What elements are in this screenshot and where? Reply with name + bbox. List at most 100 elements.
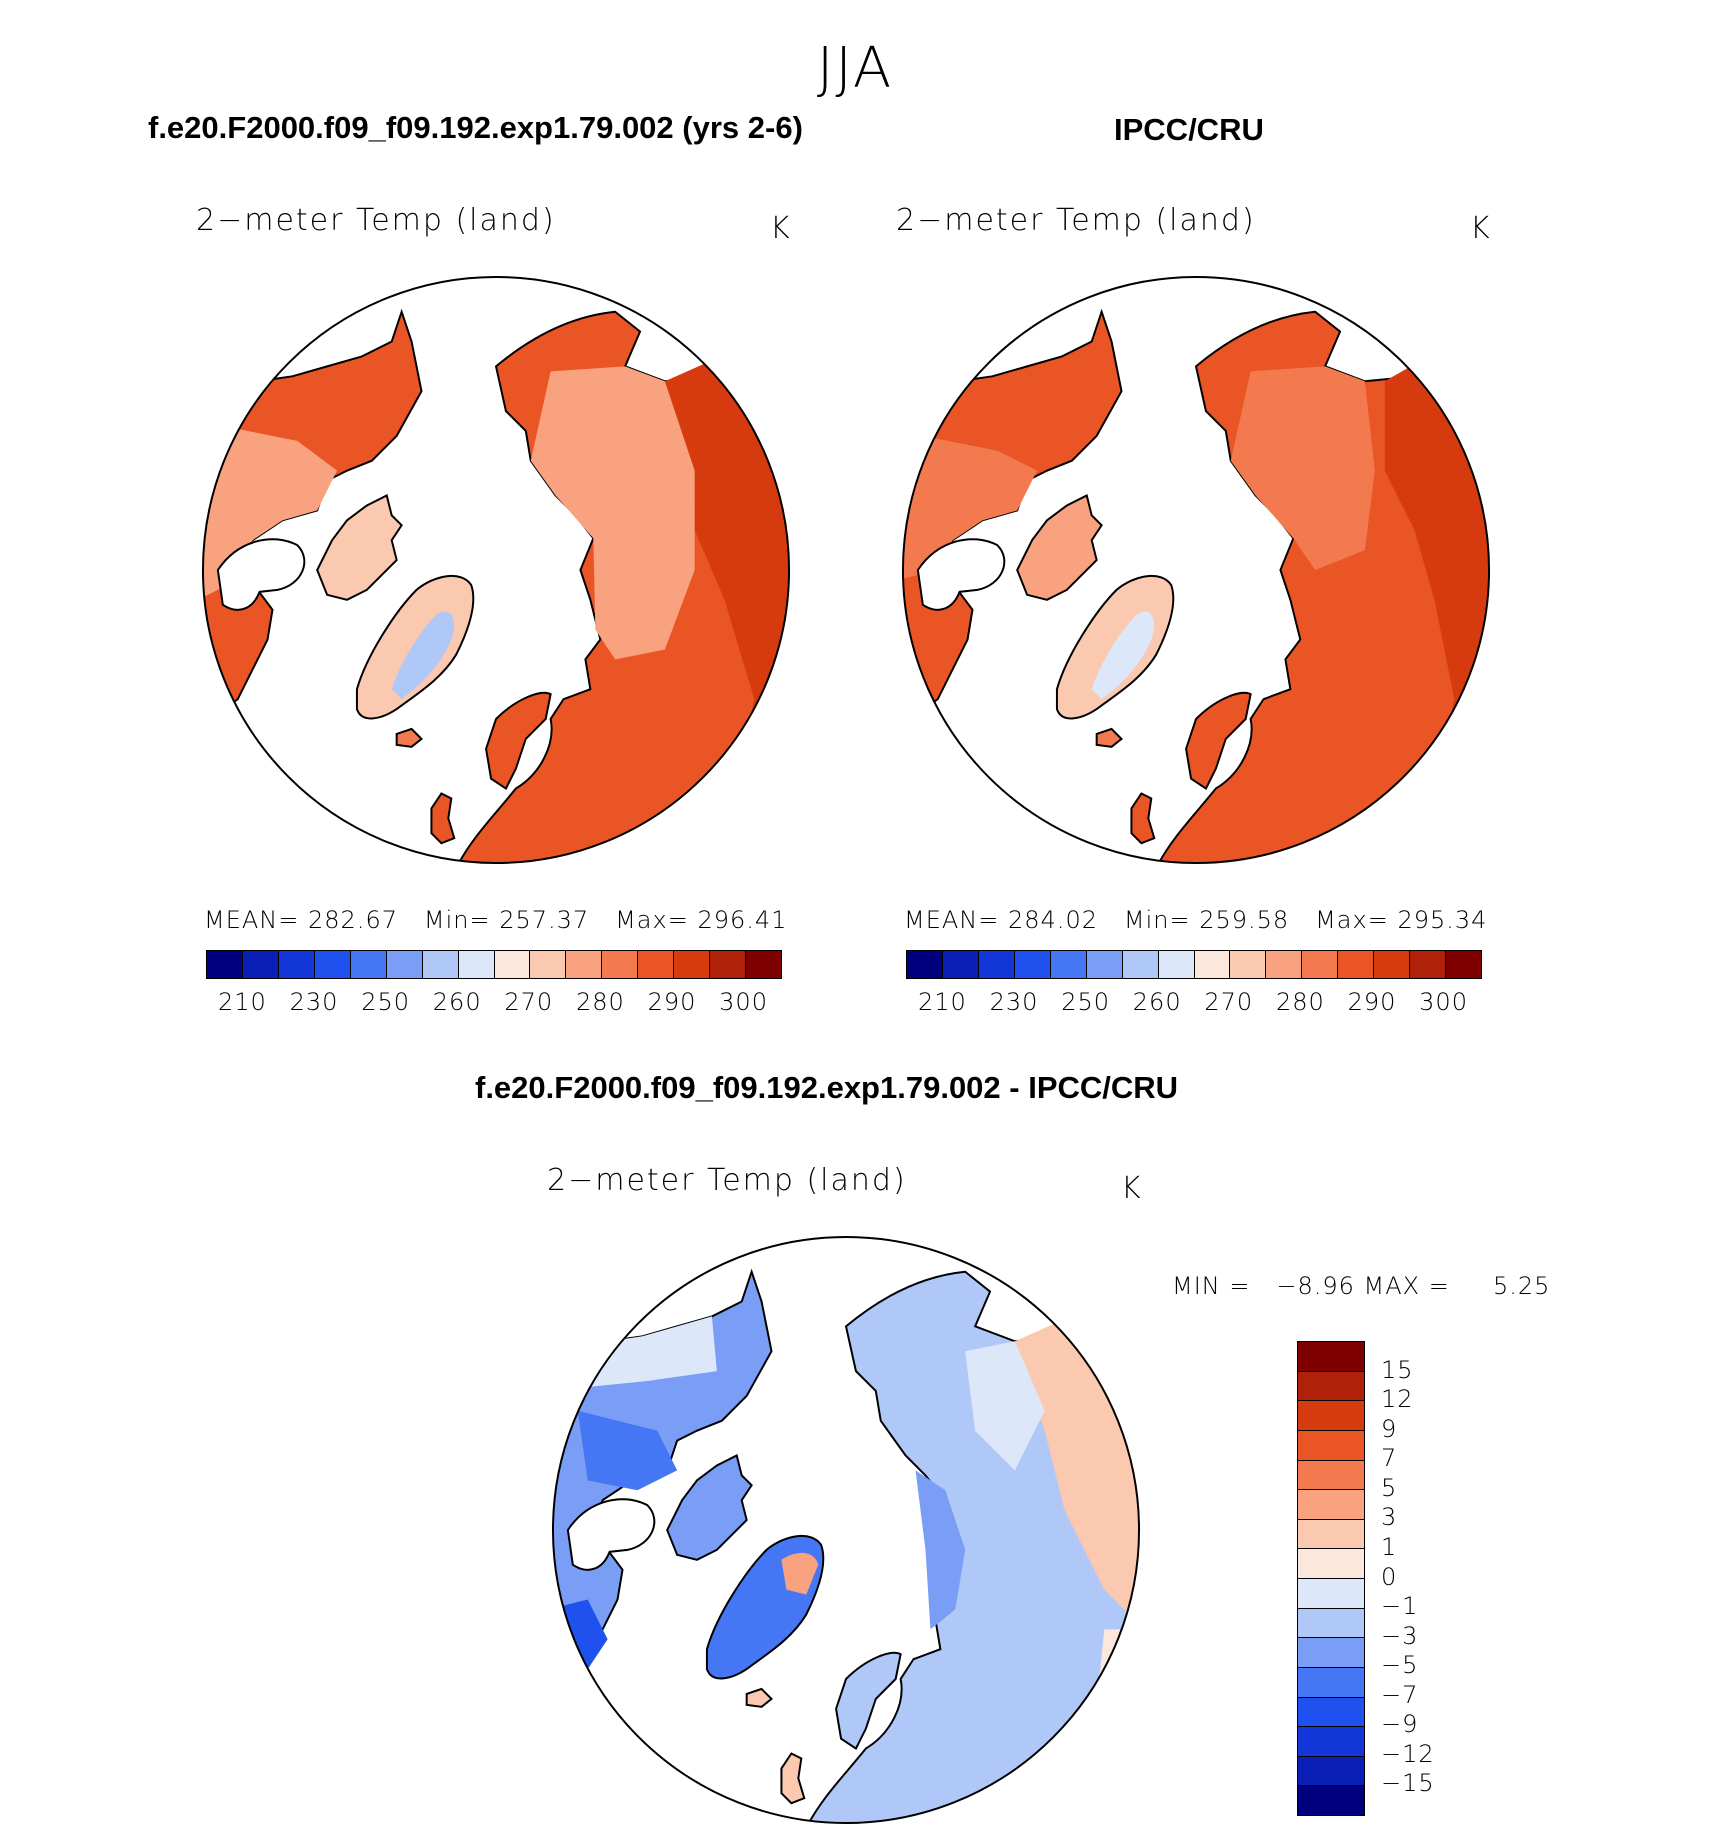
greenland-warm-patch	[781, 1552, 819, 1595]
panel-left-colorbar-ticks: 210 230 250 260 270 280 290 300	[218, 988, 768, 1016]
colorbar-swatch	[1298, 1401, 1364, 1431]
eurasia-north-band	[530, 366, 695, 660]
colorbar-swatch	[638, 951, 675, 978]
canadian-archipelago	[1016, 494, 1103, 601]
colorbar-tick-label: 210	[218, 988, 267, 1016]
panel-right-polar-map	[901, 275, 1491, 865]
max-value: 296.41	[697, 906, 788, 934]
colorbar-swatch	[942, 951, 979, 978]
panel-right-units: K	[1470, 211, 1492, 246]
mean-label: MEAN=	[204, 906, 300, 934]
colorbar-swatch	[1410, 951, 1447, 978]
colorbar-swatch	[1298, 1638, 1364, 1668]
colorbar-swatch	[978, 951, 1015, 978]
colorbar-tick-label: 300	[1419, 988, 1468, 1016]
panel-left-variable-label: 2−meter Temp (land)	[196, 203, 556, 238]
colorbar-tick-label: 280	[575, 988, 625, 1016]
iceland	[745, 1687, 773, 1708]
colorbar-swatch	[1298, 1371, 1364, 1402]
namerica-cold-core	[577, 1410, 678, 1491]
colorbar-tick-label: 280	[1275, 988, 1325, 1016]
colorbar-tick-label: −15	[1381, 1769, 1435, 1798]
colorbar-swatch	[566, 951, 603, 978]
canadian-archipelago	[316, 494, 403, 601]
panel-diff-minmax: MIN = −8.96 MAX = 5.25	[1172, 1272, 1551, 1300]
mean-value: 282.67	[308, 906, 398, 934]
colorbar-swatch	[350, 951, 387, 978]
eurasia-pale-patch	[965, 1341, 1045, 1471]
colorbar-tick-label: 260	[1132, 988, 1182, 1016]
panel-left-colorbar	[206, 950, 782, 979]
colorbar-tick-label: −1	[1381, 1592, 1419, 1621]
colorbar-tick-label: 15	[1381, 1355, 1414, 1384]
colorbar-swatch	[1298, 1667, 1364, 1698]
colorbar-swatch	[1298, 1697, 1364, 1728]
panel-right-colorbar-ticks: 210 230 250 260 270 280 290 300	[918, 988, 1468, 1016]
colorbar-swatch	[1302, 951, 1339, 978]
panel-diff-polar-map	[551, 1235, 1141, 1825]
panel-right-stats: MEAN= 284.02 Min= 259.58 Max= 295.34	[904, 906, 1487, 934]
colorbar-swatch	[386, 951, 423, 978]
colorbar-tick-label: 290	[1347, 988, 1397, 1016]
colorbar-swatch	[242, 951, 279, 978]
colorbar-swatch	[1298, 1786, 1364, 1815]
colorbar-swatch	[314, 951, 351, 978]
max-label: Max=	[615, 906, 689, 934]
panel-diff-variable-label: 2−meter Temp (land)	[547, 1163, 907, 1198]
colorbar-swatch	[1298, 1579, 1364, 1609]
colorbar-tick-label: 0	[1381, 1562, 1398, 1591]
colorbar-swatch	[746, 951, 781, 978]
colorbar-swatch	[1086, 951, 1123, 978]
panel-left-polar-map	[201, 275, 791, 865]
colorbar-tick-label: 12	[1381, 1385, 1414, 1414]
max-label: Max=	[1315, 906, 1389, 934]
colorbar-tick-label: −9	[1381, 1710, 1419, 1739]
colorbar-tick-label: 300	[719, 988, 768, 1016]
eurasia-north-band	[1230, 366, 1375, 570]
colorbar-swatch	[1298, 1490, 1364, 1520]
colorbar-swatch	[1298, 1608, 1364, 1639]
britain	[430, 792, 456, 845]
namerica-north-band	[902, 430, 1038, 580]
colorbar-tick-label: 210	[918, 988, 967, 1016]
colorbar-swatch	[1298, 1430, 1364, 1461]
colorbar-tick-label: 290	[647, 988, 697, 1016]
colorbar-swatch	[458, 951, 495, 978]
colorbar-swatch	[1298, 1460, 1364, 1491]
panel-left-title: f.e20.F2000.f09_f09.192.exp1.79.002 (yrs…	[148, 110, 803, 145]
colorbar-tick-label: −7	[1381, 1680, 1419, 1709]
colorbar-swatch	[1298, 1519, 1364, 1550]
colorbar-swatch	[278, 951, 315, 978]
land-north-america	[902, 310, 1123, 730]
colorbar-swatch	[1298, 1342, 1364, 1372]
colorbar-tick-label: 270	[1204, 988, 1254, 1016]
colorbar-tick-label: 230	[289, 988, 339, 1016]
panel-right-variable-label: 2−meter Temp (land)	[896, 203, 1256, 238]
colorbar-tick-label: −12	[1381, 1739, 1435, 1768]
colorbar-swatch	[530, 951, 567, 978]
greenland-ice-sheet	[391, 611, 455, 700]
colorbar-swatch	[1298, 1727, 1364, 1757]
map-boundary	[901, 275, 1491, 865]
canadian-archipelago	[666, 1454, 753, 1561]
colorbar-swatch	[674, 951, 711, 978]
colorbar-swatch	[1050, 951, 1087, 978]
colorbar-swatch	[207, 951, 243, 978]
iceland	[395, 727, 423, 748]
panel-right-title: IPCC/CRU	[1114, 112, 1264, 147]
colorbar-swatch	[1266, 951, 1303, 978]
iceland	[1095, 727, 1123, 748]
panel-left-stats: MEAN= 282.67 Min= 257.37 Max= 296.41	[204, 906, 787, 934]
britain	[1130, 792, 1156, 845]
map-boundary	[201, 275, 791, 865]
colorbar-tick-label: 9	[1381, 1414, 1398, 1443]
colorbar-tick-label: 3	[1381, 1503, 1398, 1532]
colorbar-swatch	[1298, 1549, 1364, 1579]
colorbar-swatch	[1374, 951, 1411, 978]
panel-diff-colorbar	[1297, 1341, 1365, 1816]
colorbar-tick-label: 5	[1381, 1473, 1398, 1502]
colorbar-tick-label: 1	[1381, 1532, 1398, 1561]
colorbar-tick-label: 230	[989, 988, 1039, 1016]
colorbar-swatch	[1014, 951, 1051, 978]
colorbar-tick-label: 7	[1381, 1444, 1398, 1473]
